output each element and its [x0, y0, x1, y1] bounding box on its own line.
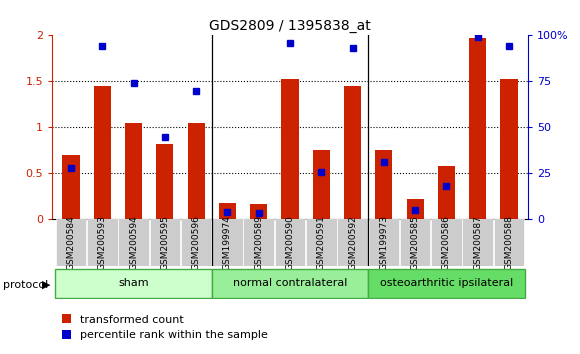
Text: normal contralateral: normal contralateral — [233, 278, 347, 288]
Text: GSM200588: GSM200588 — [505, 215, 513, 270]
Bar — [275, 219, 305, 266]
Text: GSM199973: GSM199973 — [379, 215, 389, 270]
Text: sham: sham — [118, 278, 149, 288]
Bar — [187, 123, 205, 219]
Text: GSM200586: GSM200586 — [442, 215, 451, 270]
Bar — [368, 269, 525, 297]
Bar — [181, 219, 212, 266]
Bar — [250, 204, 267, 219]
Bar — [87, 219, 118, 266]
Bar — [55, 269, 212, 297]
Bar — [375, 149, 393, 219]
Bar — [337, 219, 368, 266]
Bar — [118, 219, 149, 266]
Bar — [407, 199, 424, 219]
Bar — [63, 155, 79, 219]
Text: GSM200596: GSM200596 — [191, 215, 201, 270]
Text: ▶: ▶ — [42, 280, 51, 290]
Text: GSM199974: GSM199974 — [223, 215, 232, 270]
Bar — [368, 219, 399, 266]
Bar — [219, 203, 236, 219]
Text: protocol: protocol — [3, 280, 48, 290]
Bar — [156, 144, 173, 219]
Bar — [93, 86, 111, 219]
Bar — [212, 269, 368, 297]
Bar — [313, 150, 330, 219]
Bar — [281, 79, 299, 219]
Text: GSM200585: GSM200585 — [411, 215, 420, 270]
Bar — [438, 166, 455, 219]
Title: GDS2809 / 1395838_at: GDS2809 / 1395838_at — [209, 19, 371, 33]
Text: GSM200595: GSM200595 — [160, 215, 169, 270]
Bar — [462, 219, 493, 266]
Text: GSM200590: GSM200590 — [285, 215, 295, 270]
Bar — [125, 123, 142, 219]
Bar — [56, 219, 86, 266]
Text: GSM200584: GSM200584 — [67, 215, 75, 270]
Text: GSM200592: GSM200592 — [348, 215, 357, 270]
Bar — [150, 219, 180, 266]
Text: GSM200593: GSM200593 — [98, 215, 107, 270]
Text: GSM200594: GSM200594 — [129, 215, 138, 270]
Bar — [306, 219, 336, 266]
Bar — [212, 219, 243, 266]
Bar — [400, 219, 430, 266]
Bar — [469, 38, 487, 219]
Text: osteoarthritic ipsilateral: osteoarthritic ipsilateral — [380, 278, 513, 288]
Bar — [494, 219, 524, 266]
Legend: transformed count, percentile rank within the sample: transformed count, percentile rank withi… — [58, 310, 272, 345]
Bar — [431, 219, 462, 266]
Bar — [501, 79, 517, 219]
Text: GSM200589: GSM200589 — [254, 215, 263, 270]
Bar — [344, 86, 361, 219]
Bar — [244, 219, 274, 266]
Text: GSM200587: GSM200587 — [473, 215, 482, 270]
Text: GSM200591: GSM200591 — [317, 215, 326, 270]
